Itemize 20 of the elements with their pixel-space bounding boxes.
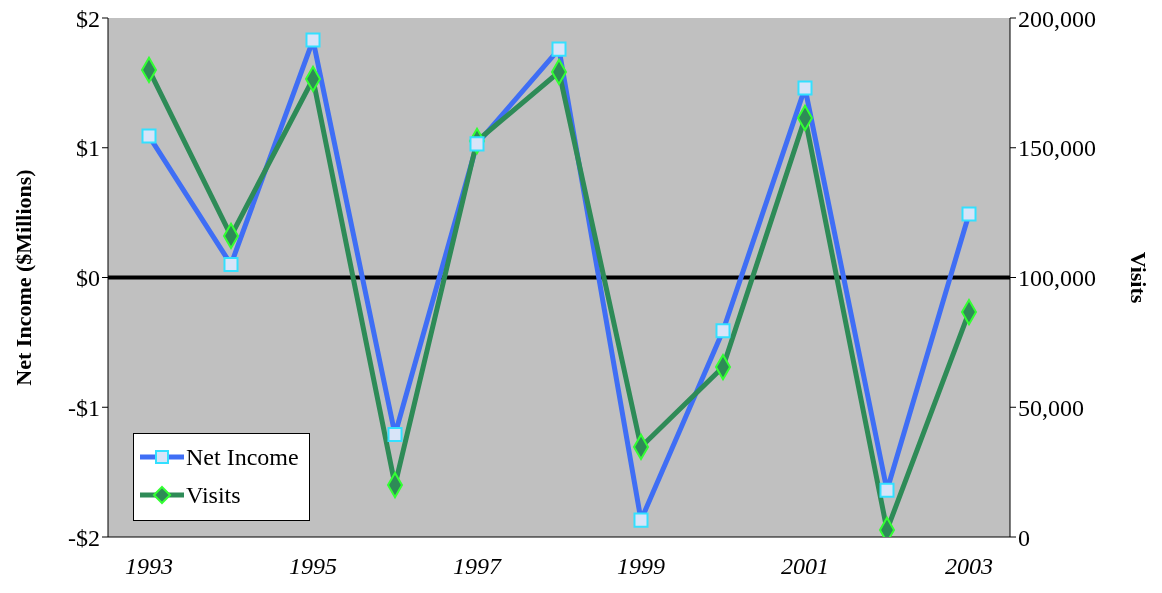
y-tick-label: -$2	[68, 524, 100, 551]
y2-tick-label: 0	[1018, 524, 1030, 551]
x-tick-label: 2003	[945, 553, 993, 580]
y2-axis-title: Visits	[1126, 251, 1152, 304]
x-tick-label: 1997	[453, 553, 502, 580]
y2-tick-label: 50,000	[1018, 394, 1084, 421]
legend-label: Visits	[186, 481, 241, 510]
legend-label: Net Income	[186, 443, 299, 472]
x-tick-label: 2001	[781, 553, 829, 580]
y2-tick-label: 200,000	[1018, 5, 1096, 32]
y-tick-label: $1	[76, 135, 100, 162]
x-tick-label: 1999	[617, 553, 665, 580]
x-tick-label: 1993	[125, 553, 173, 580]
y2-tick-label: 100,000	[1018, 265, 1096, 292]
y-tick-label: -$1	[68, 394, 100, 421]
x-tick-label: 1995	[289, 553, 337, 580]
y-tick-label: $2	[76, 5, 100, 32]
y-axis-title: Net Income ($Millions)	[10, 169, 36, 386]
y-tick-label: $0	[76, 265, 100, 292]
y2-tick-label: 150,000	[1018, 135, 1096, 162]
